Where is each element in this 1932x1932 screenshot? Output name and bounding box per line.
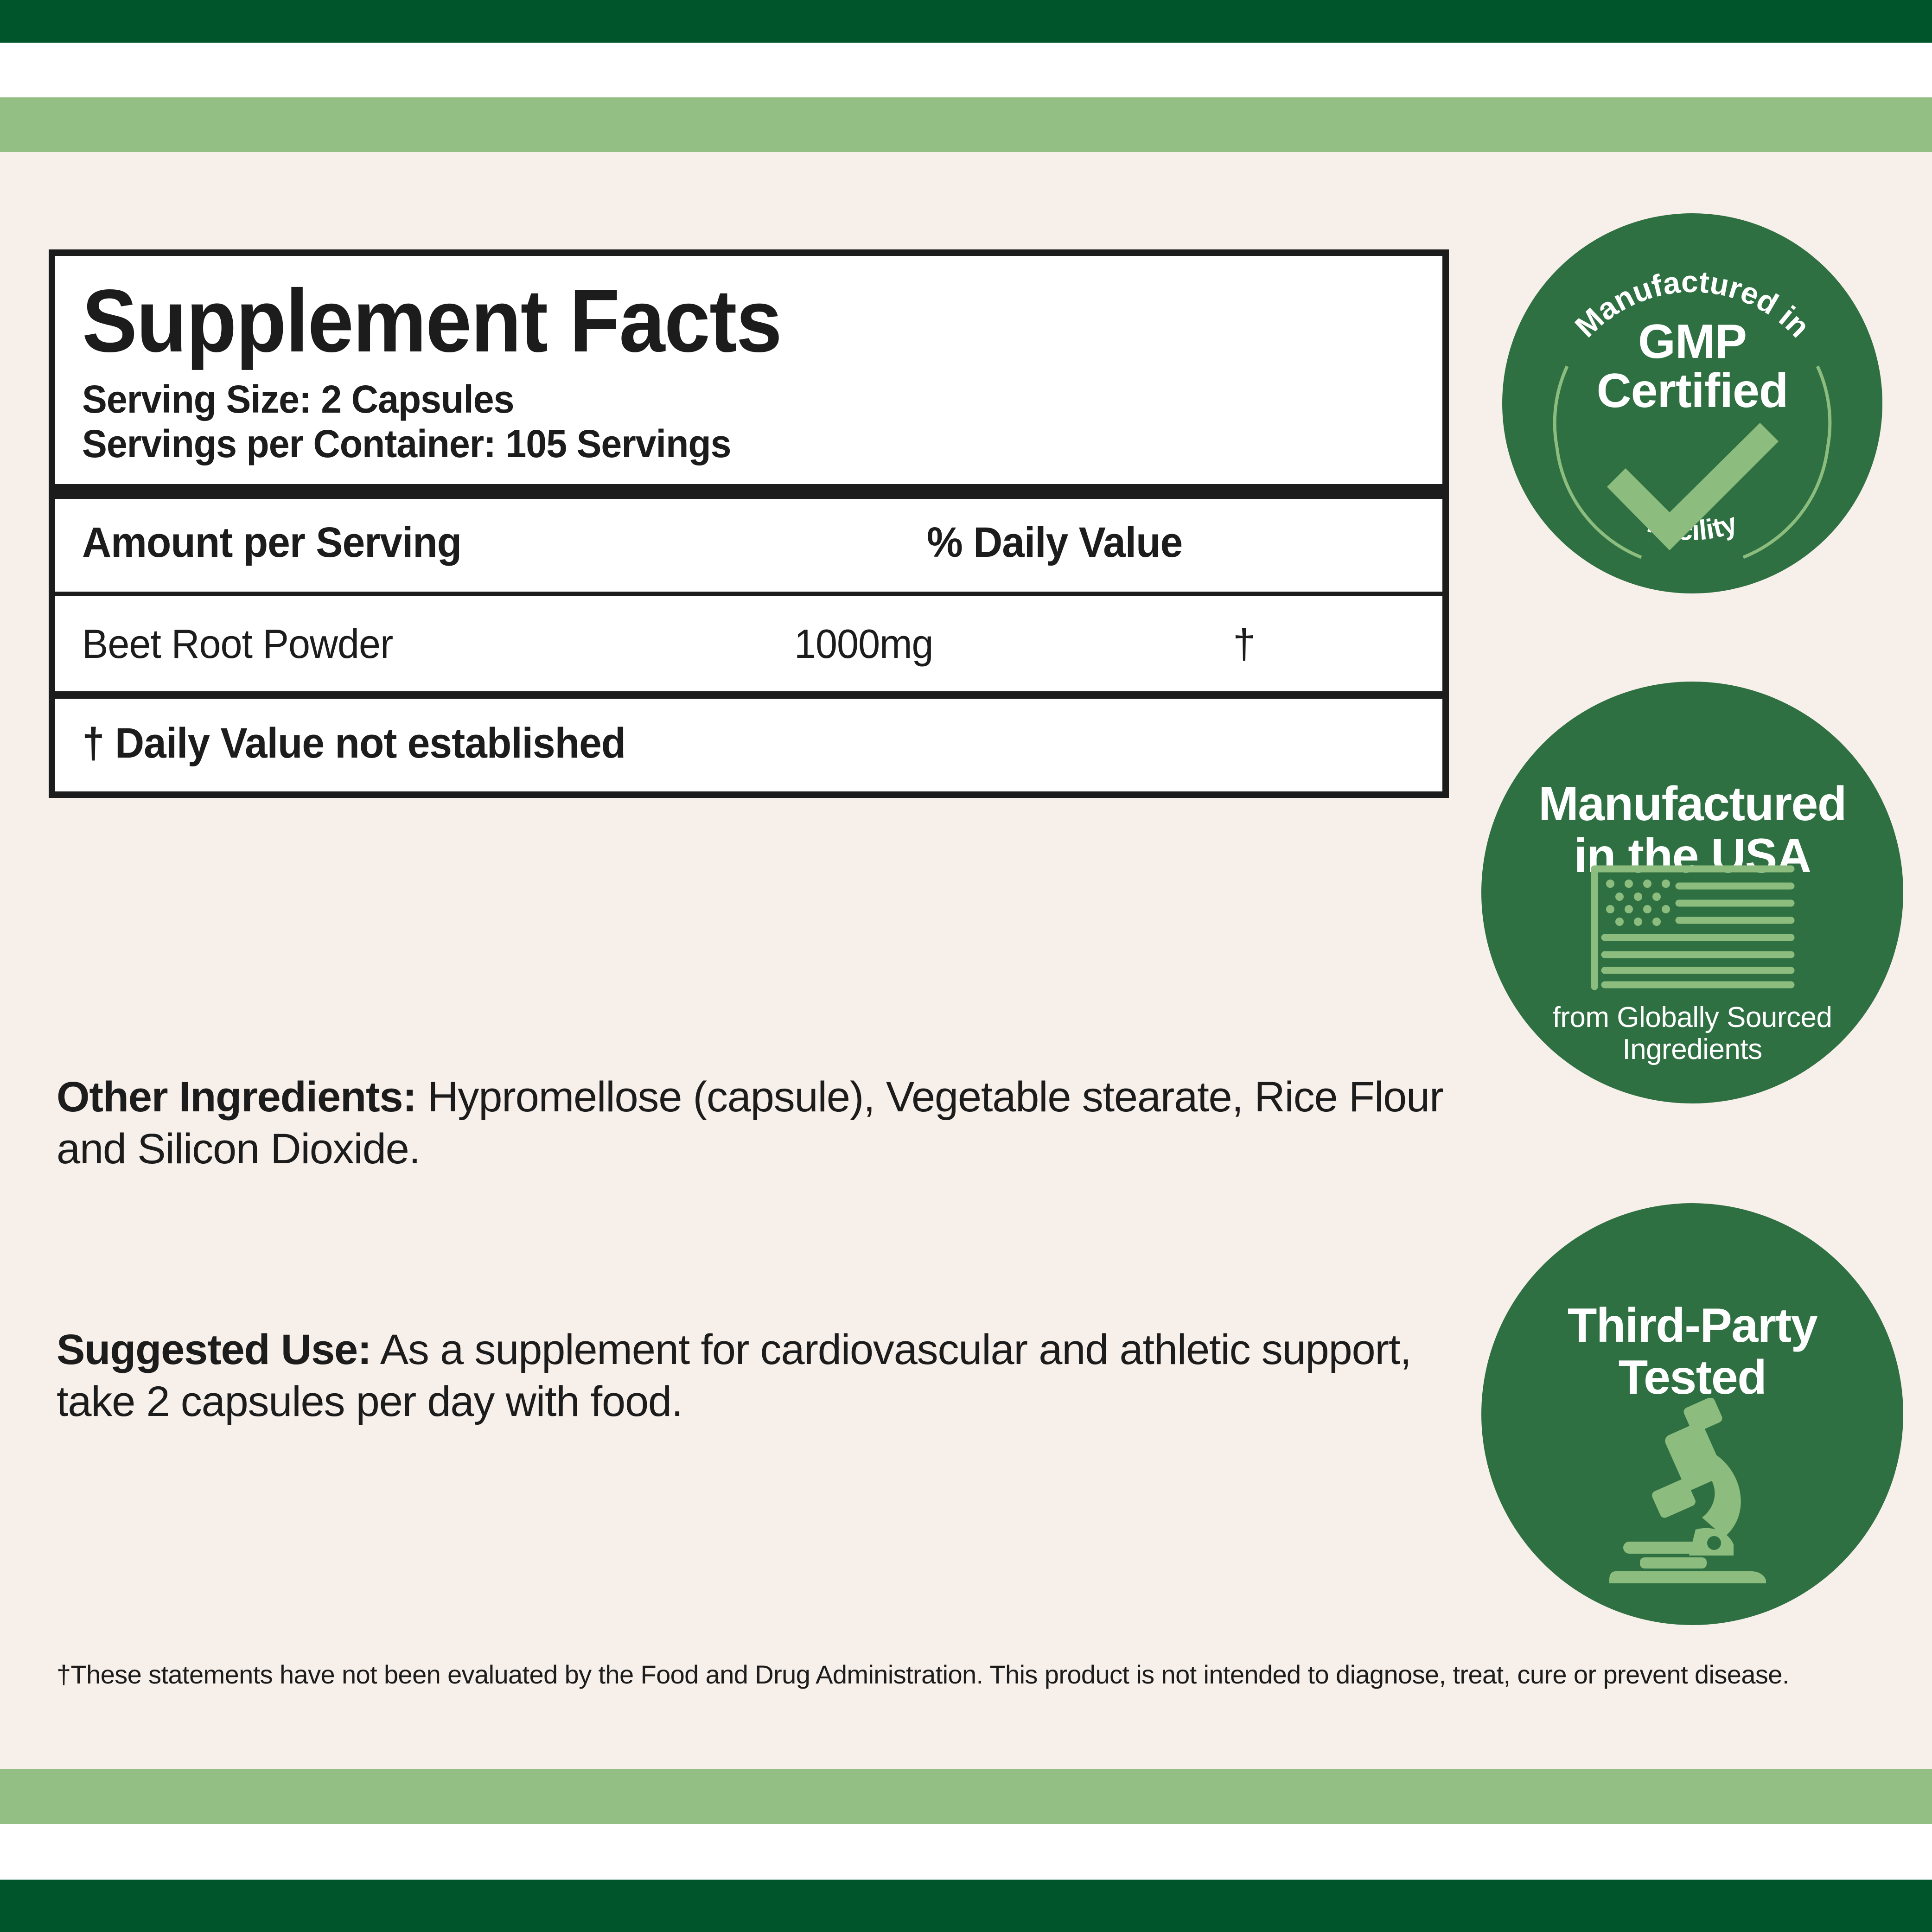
usa-flag-icon	[1591, 865, 1795, 990]
suggested-use-text: As a supplement for cardiovascular and a…	[57, 1326, 1412, 1426]
top-light-green-band	[0, 97, 1932, 152]
microscope-icon	[1609, 1398, 1766, 1583]
table-header-row: Amount per Serving % Daily Value	[55, 499, 1442, 592]
usa-title-line-2: in the USA	[1574, 829, 1811, 883]
tpt-title-line-2: Tested	[1618, 1351, 1767, 1405]
bottom-white-band	[0, 1824, 1932, 1880]
supplement-facts-panel: Supplement Facts Serving Size: 2 Capsule…	[49, 249, 1449, 798]
column-header-percent-daily-value: % Daily Value	[927, 518, 1183, 566]
top-white-band	[0, 43, 1932, 97]
badge-manufactured-in-usa: Manufactured in the USA from Globally So…	[1481, 682, 1903, 1103]
gmp-center-label: GMP Certified	[1502, 317, 1882, 415]
daily-value-footnote: † Daily Value not established	[82, 719, 626, 767]
daily-value-footnote-row: † Daily Value not established	[55, 699, 1442, 791]
column-header-amount-per-serving: Amount per Serving	[82, 518, 462, 566]
checkmark-icon	[1607, 423, 1779, 550]
badge-gmp-certified: Manufactured in Facility GMP Certified	[1502, 213, 1882, 593]
bottom-dark-green-band	[0, 1880, 1932, 1932]
usa-title: Manufactured in the USA	[1481, 778, 1903, 882]
gmp-line-1: GMP	[1638, 315, 1747, 369]
other-ingredients-block: Other Ingredients: Hypromellose (capsule…	[57, 1071, 1452, 1175]
usa-title-line-1: Manufactured	[1538, 777, 1847, 831]
tpt-title-line-1: Third-Party	[1567, 1299, 1818, 1352]
usa-subtitle: from Globally Sourced Ingredients	[1481, 1001, 1903, 1066]
other-ingredients-label: Other Ingredients:	[57, 1073, 417, 1121]
suggested-use-label: Suggested Use:	[57, 1326, 372, 1373]
rule-above-header	[55, 484, 1442, 499]
bottom-light-green-band	[0, 1769, 1932, 1824]
other-ingredients-text: Hypromellose (capsule), Vegetable steara…	[57, 1073, 1444, 1173]
page-title: Supplement Facts	[82, 271, 782, 370]
rule-below-header	[55, 591, 1442, 596]
gmp-badge-arcs: Manufactured in Facility	[1553, 264, 1832, 559]
ingredient-name: Beet Root Powder	[82, 620, 393, 667]
top-dark-green-band	[0, 0, 1932, 43]
servings-per-container-text: Servings per Container: 105 Servings	[82, 421, 732, 465]
serving-size-text: Serving Size: 2 Capsules	[82, 377, 515, 421]
fda-disclaimer: †These statements have not been evaluate…	[57, 1660, 1789, 1689]
ingredient-daily-value: †	[1233, 620, 1256, 667]
gmp-line-2: Certified	[1596, 364, 1789, 418]
serving-info: Serving Size: 2 Capsules Servings per Co…	[82, 365, 1416, 484]
third-party-tested-title: Third-Party Tested	[1481, 1300, 1903, 1404]
rule-above-footnote	[55, 691, 1442, 699]
usa-sub-line-2: Ingredients	[1622, 1033, 1762, 1066]
usa-sub-line-1: from Globally Sourced	[1552, 1001, 1832, 1033]
ingredient-amount: 1000mg	[794, 620, 933, 667]
suggested-use-block: Suggested Use: As a supplement for cardi…	[57, 1324, 1452, 1428]
badge-third-party-tested: Third-Party Tested	[1481, 1203, 1903, 1625]
table-row: Beet Root Powder 1000mg †	[55, 596, 1442, 691]
